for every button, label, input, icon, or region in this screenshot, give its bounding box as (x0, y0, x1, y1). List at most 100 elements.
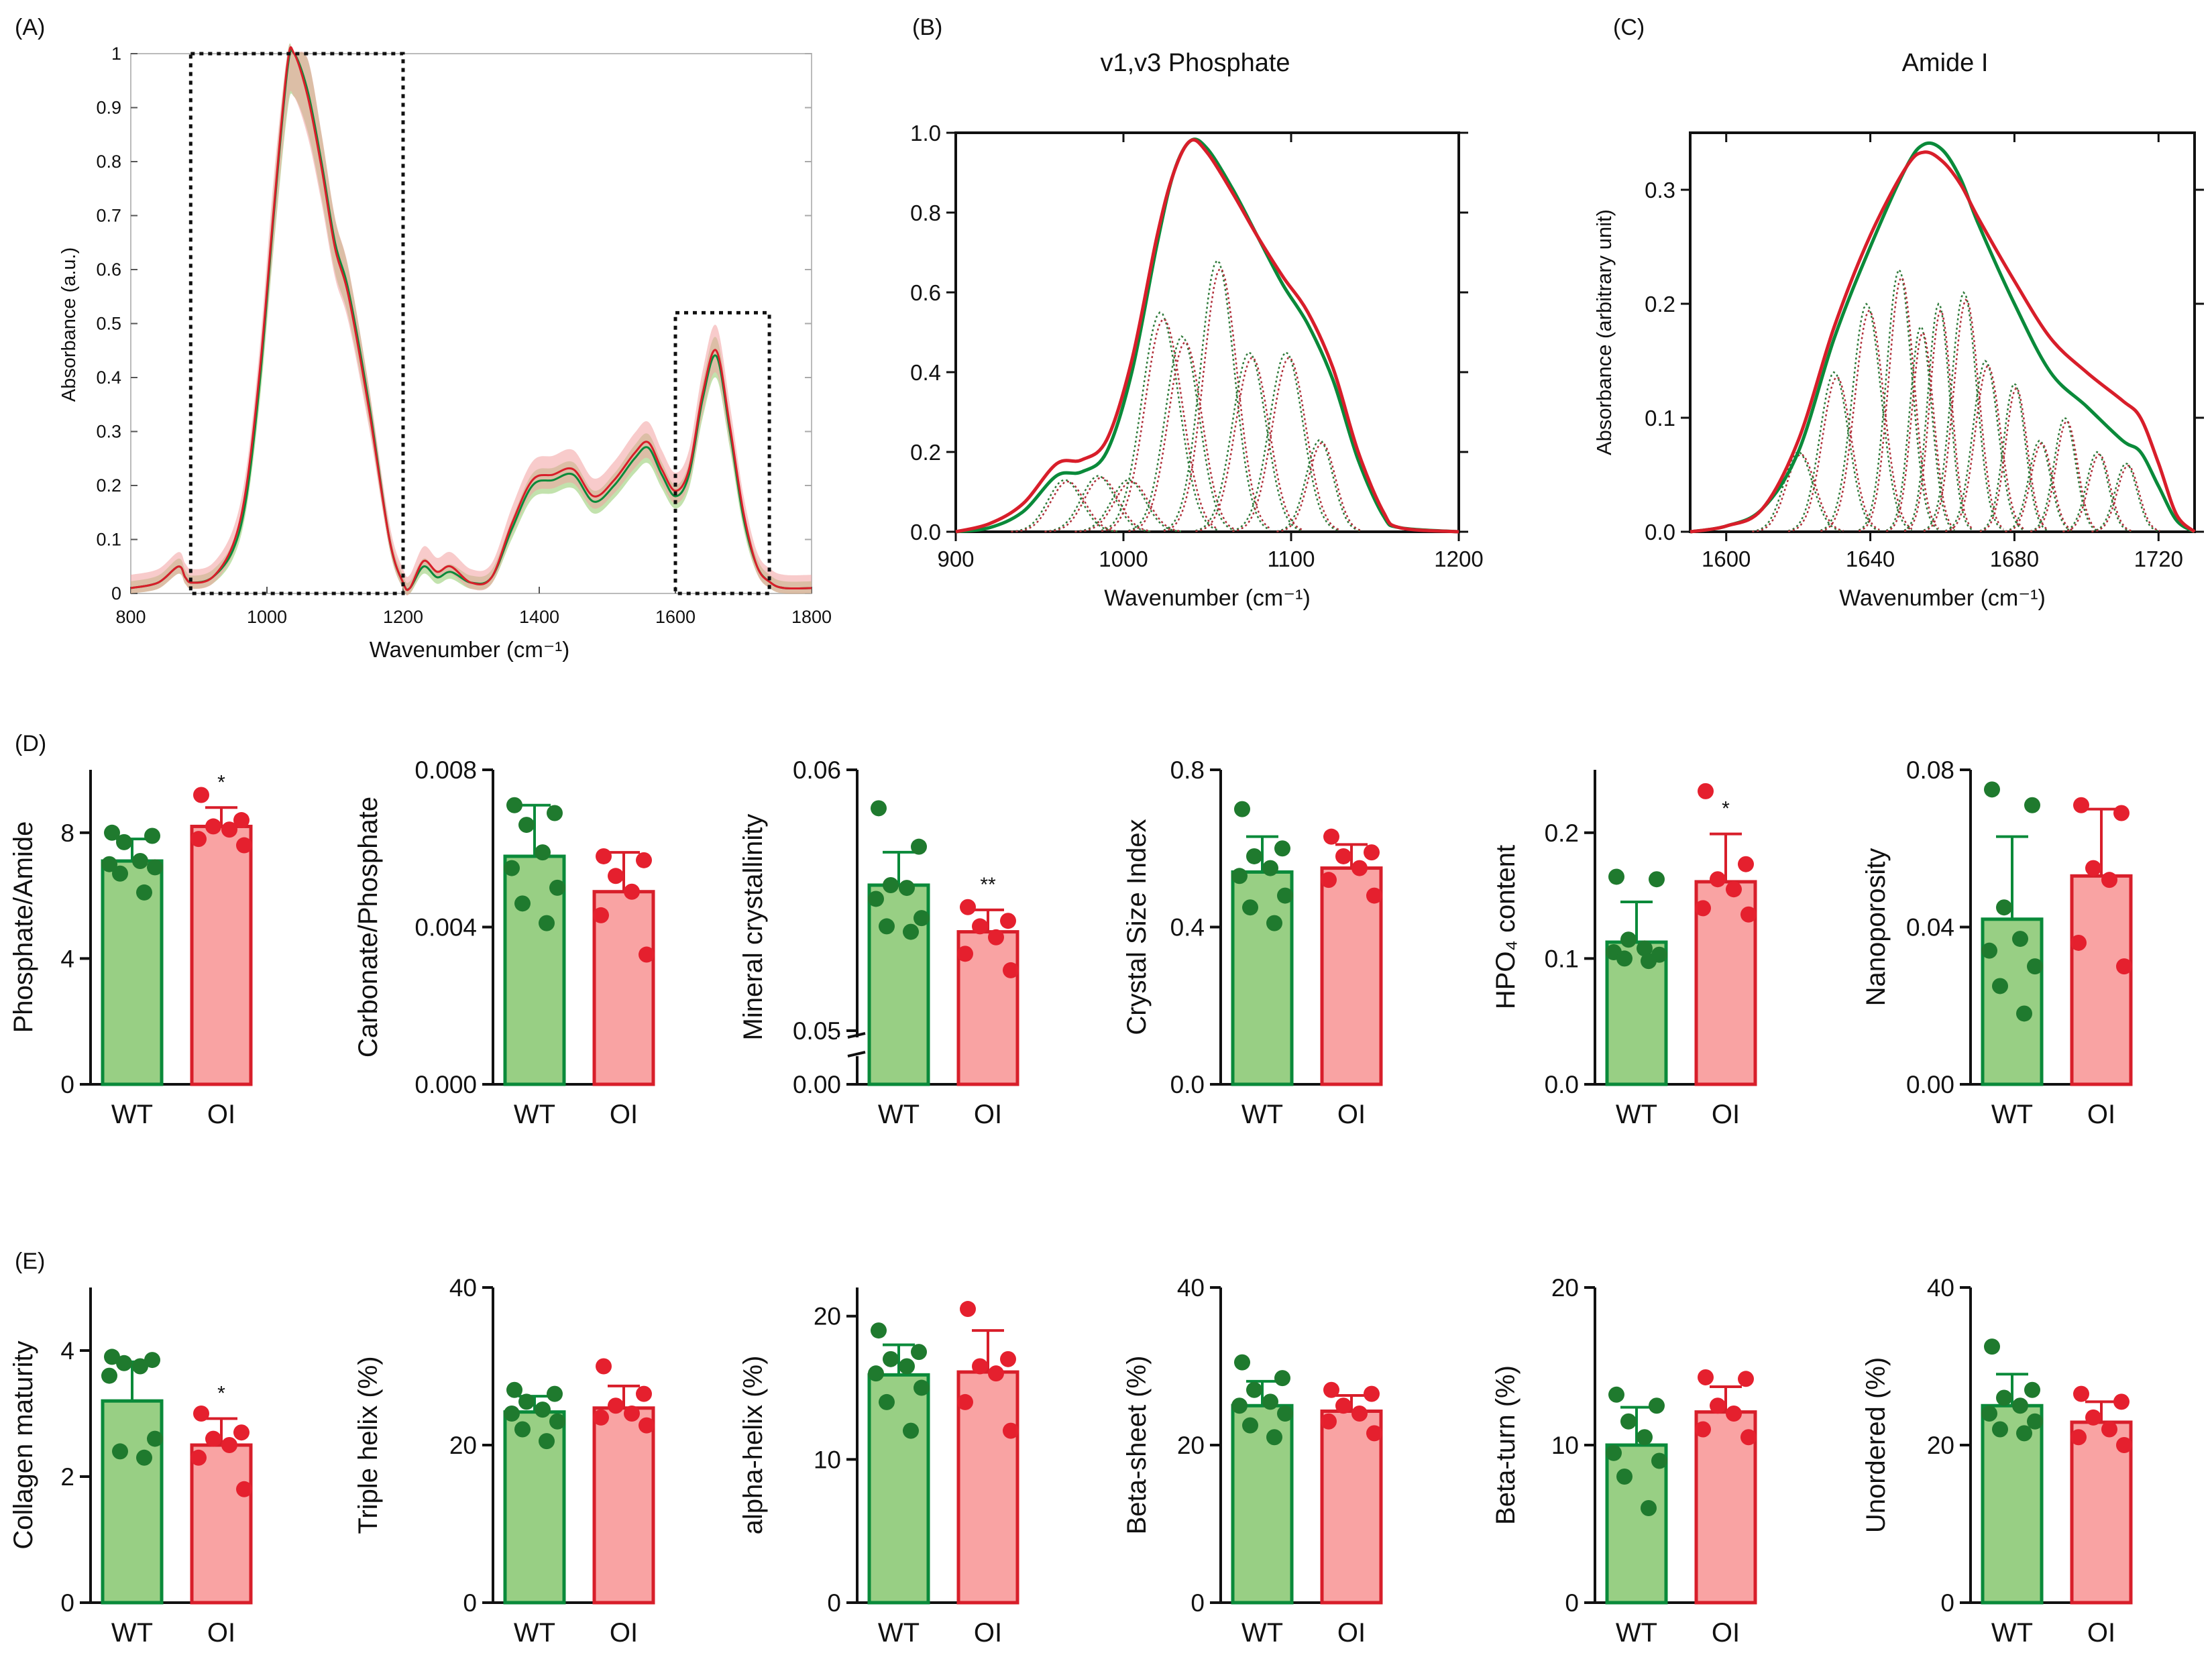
component-peak (1101, 311, 1219, 532)
data-point-oi (236, 837, 252, 854)
data-point-wt (1231, 868, 1248, 884)
y-tick-label: 0.1 (1545, 945, 1579, 972)
axis-break-mark (847, 1051, 866, 1057)
data-point-oi (596, 848, 612, 864)
bar-wt (503, 1410, 566, 1605)
spectrum-line-wt (1690, 141, 2196, 534)
bar-wt (867, 1373, 930, 1605)
y-axis-label: Nanoporosity (1861, 848, 1891, 1007)
y-tick-label: 0.04 (1906, 914, 1954, 941)
data-point-oi (2085, 860, 2101, 876)
y-tick-label: 0.05 (793, 1017, 841, 1045)
component-peak (1979, 382, 2049, 532)
x-tick-label-a: 1600 (655, 607, 696, 627)
panel-title-b: v1,v3 Phosphate (1100, 49, 1290, 77)
component-peak (1885, 325, 1955, 532)
y-tick-label: 0.6 (910, 280, 941, 305)
data-point-wt (914, 1379, 930, 1396)
x-category-label-wt: WT (1991, 1618, 2033, 1648)
y-tick-label-a: 0.2 (96, 475, 121, 496)
y-axis-label: Mineral crystallinity (738, 814, 768, 1041)
panel-title-c: Amide I (1902, 49, 1989, 77)
component-peak (1163, 259, 1270, 531)
data-point-wt (547, 1385, 563, 1402)
sd-band-wt (131, 43, 812, 595)
y-tick-label-a: 0.9 (96, 98, 121, 118)
data-point-wt (518, 817, 535, 834)
data-point-wt (1616, 1469, 1633, 1485)
data-point-wt (132, 853, 148, 870)
data-point-oi (1351, 860, 1368, 876)
x-category-label-wt: WT (1241, 1100, 1283, 1129)
data-point-wt (1620, 1413, 1637, 1430)
panel-label-c: (C) (1613, 15, 1645, 40)
data-point-oi (1351, 1406, 1368, 1422)
data-point-wt (2024, 797, 2040, 813)
x-category-label-oi: OI (974, 1100, 1002, 1129)
data-point-oi (1364, 844, 1380, 861)
component-peak (2091, 464, 2160, 532)
component-peak (1859, 276, 1940, 532)
x-category-label-oi: OI (207, 1100, 235, 1129)
y-tick-label: 0 (60, 1589, 74, 1617)
region-box (673, 310, 771, 595)
y-axis-label: Triple helix (%) (353, 1356, 383, 1534)
y-tick-label: 0 (463, 1589, 477, 1617)
component-peak (1101, 318, 1219, 532)
y-tick-label-a: 0.6 (96, 260, 121, 280)
data-point-oi (236, 1481, 252, 1497)
y-axis-label: alpha-helix (%) (738, 1356, 768, 1535)
data-point-wt (911, 838, 927, 855)
x-tick-label-a: 800 (115, 607, 146, 627)
data-point-wt (1637, 1429, 1653, 1446)
data-point-wt (504, 1406, 520, 1422)
data-point-wt (104, 824, 120, 841)
data-point-oi (221, 821, 237, 838)
bar-wt (1605, 940, 1668, 1086)
data-point-wt (514, 895, 531, 912)
y-tick-label: 0 (827, 1589, 841, 1617)
data-point-oi (972, 1358, 988, 1375)
y-tick-label-a: 0.5 (96, 314, 121, 334)
data-point-wt (868, 891, 884, 907)
data-point-oi (1321, 872, 1337, 889)
x-category-label-oi: OI (207, 1618, 235, 1648)
x-tick-label: 1720 (2134, 547, 2183, 571)
y-axis-label: Unordered (%) (1861, 1357, 1891, 1533)
data-point-oi (1738, 1371, 1754, 1387)
data-point-oi (596, 1358, 612, 1375)
panel-label-d: (D) (15, 731, 46, 756)
y-tick-label-a: 0.4 (96, 367, 121, 388)
data-point-wt (2027, 958, 2043, 975)
component-peak (1945, 365, 2026, 532)
y-tick-label: 20 (1927, 1432, 1954, 1459)
data-point-wt (2016, 1425, 2032, 1442)
data-point-wt (1649, 871, 1665, 888)
data-point-oi (190, 1449, 207, 1466)
data-point-wt (1246, 848, 1262, 864)
x-category-label-oi: OI (974, 1618, 1002, 1648)
data-point-wt (101, 1367, 117, 1384)
data-point-wt (1984, 1338, 2000, 1355)
y-tick-label: 0.0 (1645, 520, 1675, 545)
data-point-oi (1000, 913, 1016, 929)
data-point-wt (1637, 940, 1653, 957)
x-tick-label: 1680 (1990, 547, 2039, 571)
y-tick-label: 0.0 (1545, 1071, 1579, 1098)
y-axis-label: Crystal Size Index (1122, 819, 1152, 1035)
data-point-oi (1364, 1385, 1380, 1402)
data-point-wt (136, 884, 152, 901)
panel-label-e: (E) (15, 1249, 45, 1274)
data-point-oi (2116, 958, 2132, 975)
component-peak (1923, 291, 2004, 532)
y-tick-label: 0.1 (1645, 406, 1675, 431)
data-point-oi (1366, 1425, 1382, 1442)
data-point-oi (957, 946, 973, 962)
data-point-wt (903, 923, 919, 940)
data-point-wt (506, 1381, 522, 1398)
y-tick-label: 10 (814, 1446, 841, 1473)
data-point-oi (1323, 828, 1339, 845)
y-tick-label: 40 (1927, 1274, 1954, 1302)
data-point-oi (1003, 962, 1019, 978)
data-point-wt (871, 800, 887, 817)
